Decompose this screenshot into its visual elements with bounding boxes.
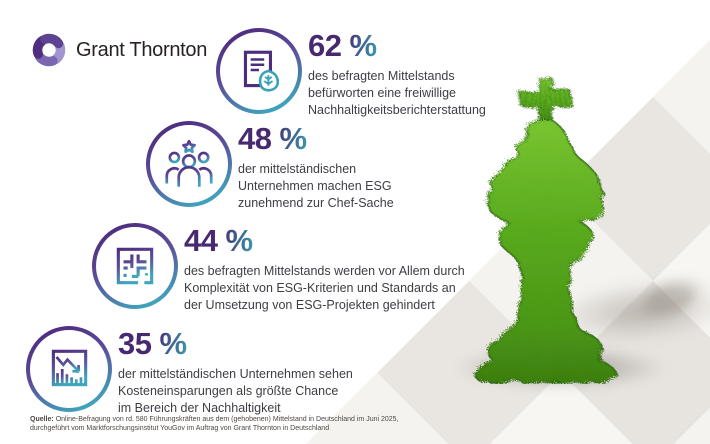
- source-line1: Online-Befragung von rd. 580 Führungskrä…: [55, 416, 399, 423]
- brand-name: Grant Thornton: [76, 38, 208, 61]
- king-group: [472, 75, 616, 382]
- king-cross-texture: [518, 76, 570, 121]
- stat-description: des befragten Mittelstands werden vor Al…: [184, 264, 465, 312]
- king-grass-texture: [472, 117, 616, 382]
- stat-description: der mittelständischen Unternehmen machen…: [238, 162, 394, 210]
- stat-icon-ring: [26, 326, 112, 412]
- stat-block-cost-savings: 35% der mittelständischen Unternehmen se…: [26, 326, 353, 417]
- stat-description: der mittelständischen Unternehmen sehen …: [118, 367, 353, 415]
- team-star-icon: [165, 139, 213, 187]
- stat-description: des befragten Mittelstands befürworten e…: [308, 69, 486, 117]
- stat-value: 48%: [238, 121, 307, 156]
- source-label: Quelle:: [30, 416, 54, 423]
- document-leaf-icon: [243, 50, 280, 92]
- source-note: Quelle: Online-Befragung von rd. 580 Füh…: [30, 415, 399, 433]
- stat-value: 35%: [118, 326, 187, 361]
- maze-icon: [116, 247, 154, 285]
- grass-chess-king-illustration: [472, 75, 616, 382]
- stat-value: 44%: [184, 223, 253, 258]
- declining-chart-icon: [51, 349, 88, 387]
- stat-icon-ring: [146, 121, 232, 207]
- source-line2: durchgeführt vom Marktforschungsinstitut…: [30, 425, 330, 432]
- stat-block-complexity: 44% des befragten Mittelstands werden vo…: [92, 223, 465, 314]
- brand-logo: Grant Thornton: [30, 31, 207, 69]
- stat-icon-ring: [92, 223, 178, 309]
- gt-pinwheel-icon: [32, 33, 66, 67]
- stat-icon-ring: [216, 28, 302, 114]
- stat-block-chef-sache: 48% der mittelständischen Unternehmen ma…: [146, 121, 394, 212]
- stat-value: 62%: [308, 28, 377, 63]
- stat-block-voluntary-reporting: 62% des befragten Mittelstands befürwort…: [216, 28, 486, 119]
